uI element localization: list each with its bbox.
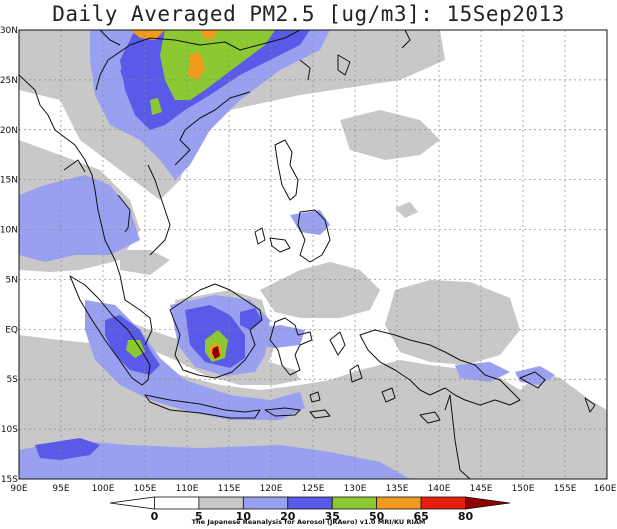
lon-label: 135E	[386, 484, 409, 494]
colorbar-segment	[420, 496, 466, 510]
colorbar-label: 50	[369, 510, 385, 523]
lon-label: 140E	[428, 484, 451, 494]
colorbar-segment	[242, 496, 289, 510]
lon-label: 145E	[470, 484, 493, 494]
colorbar-segment	[376, 496, 422, 510]
colorbar-segment	[465, 496, 511, 510]
colorbar-segment	[154, 496, 200, 510]
coastlines	[19, 30, 596, 479]
lat-lon-grid	[19, 30, 607, 479]
lon-label: 160E	[594, 484, 617, 494]
lat-label: 10N	[0, 226, 18, 236]
colorbar-label: 35	[325, 510, 340, 523]
lat-label: 30N	[0, 26, 18, 36]
colorbar-label: 20	[280, 510, 296, 523]
lon-label: 150E	[512, 484, 535, 494]
lat-label: 25N	[0, 76, 18, 86]
map-frame	[18, 29, 608, 480]
lon-label: 100E	[92, 484, 115, 494]
colorbar-segment	[287, 496, 333, 510]
lon-label: 115E	[218, 484, 241, 494]
pm25-band-80plus	[212, 346, 220, 359]
lon-label: 125E	[302, 484, 325, 494]
map-title: Daily Averaged PM2.5 [ug/m3]: 15Sep2013	[52, 2, 565, 26]
lat-label: 15N	[0, 176, 18, 186]
lon-label: 130E	[344, 484, 367, 494]
latitude-labels: 30N 25N 20N 15N 10N 5N EQ 5S 10S 15S	[0, 26, 18, 485]
lon-label: 90E	[10, 484, 27, 494]
lat-label: EQ	[5, 325, 18, 335]
colorbar-segment	[331, 496, 378, 510]
colorbar-label: 80	[458, 510, 474, 523]
longitude-labels: 90E 95E 100E 105E 110E 115E 120E 125E 130E 135E 14…	[10, 484, 616, 494]
credit-text: The Japanese Reanalysis for Aerosol (JRA…	[191, 518, 426, 526]
lon-label: 105E	[134, 484, 157, 494]
lat-label: 5N	[6, 275, 18, 285]
lon-label: 155E	[554, 484, 577, 494]
colorbar-label: 65	[413, 510, 428, 523]
pm25-band-50-65	[126, 30, 275, 362]
colorbar-segment	[109, 496, 155, 510]
lat-label: 10S	[1, 425, 18, 435]
lon-label: 95E	[52, 484, 69, 494]
lon-label: 110E	[176, 484, 199, 494]
colorbar-label: 10	[236, 510, 252, 523]
colorbar: 0 5 10 20 35 50 65 80	[109, 496, 511, 523]
pm25-field	[19, 30, 607, 479]
lat-label: 20N	[0, 126, 18, 136]
lat-label: 5S	[7, 375, 19, 385]
lat-label: 15S	[1, 475, 18, 485]
lon-label: 120E	[260, 484, 283, 494]
colorbar-segment	[198, 496, 244, 510]
colorbar-label: 0	[151, 510, 159, 523]
colorbar-label: 5	[195, 510, 203, 523]
